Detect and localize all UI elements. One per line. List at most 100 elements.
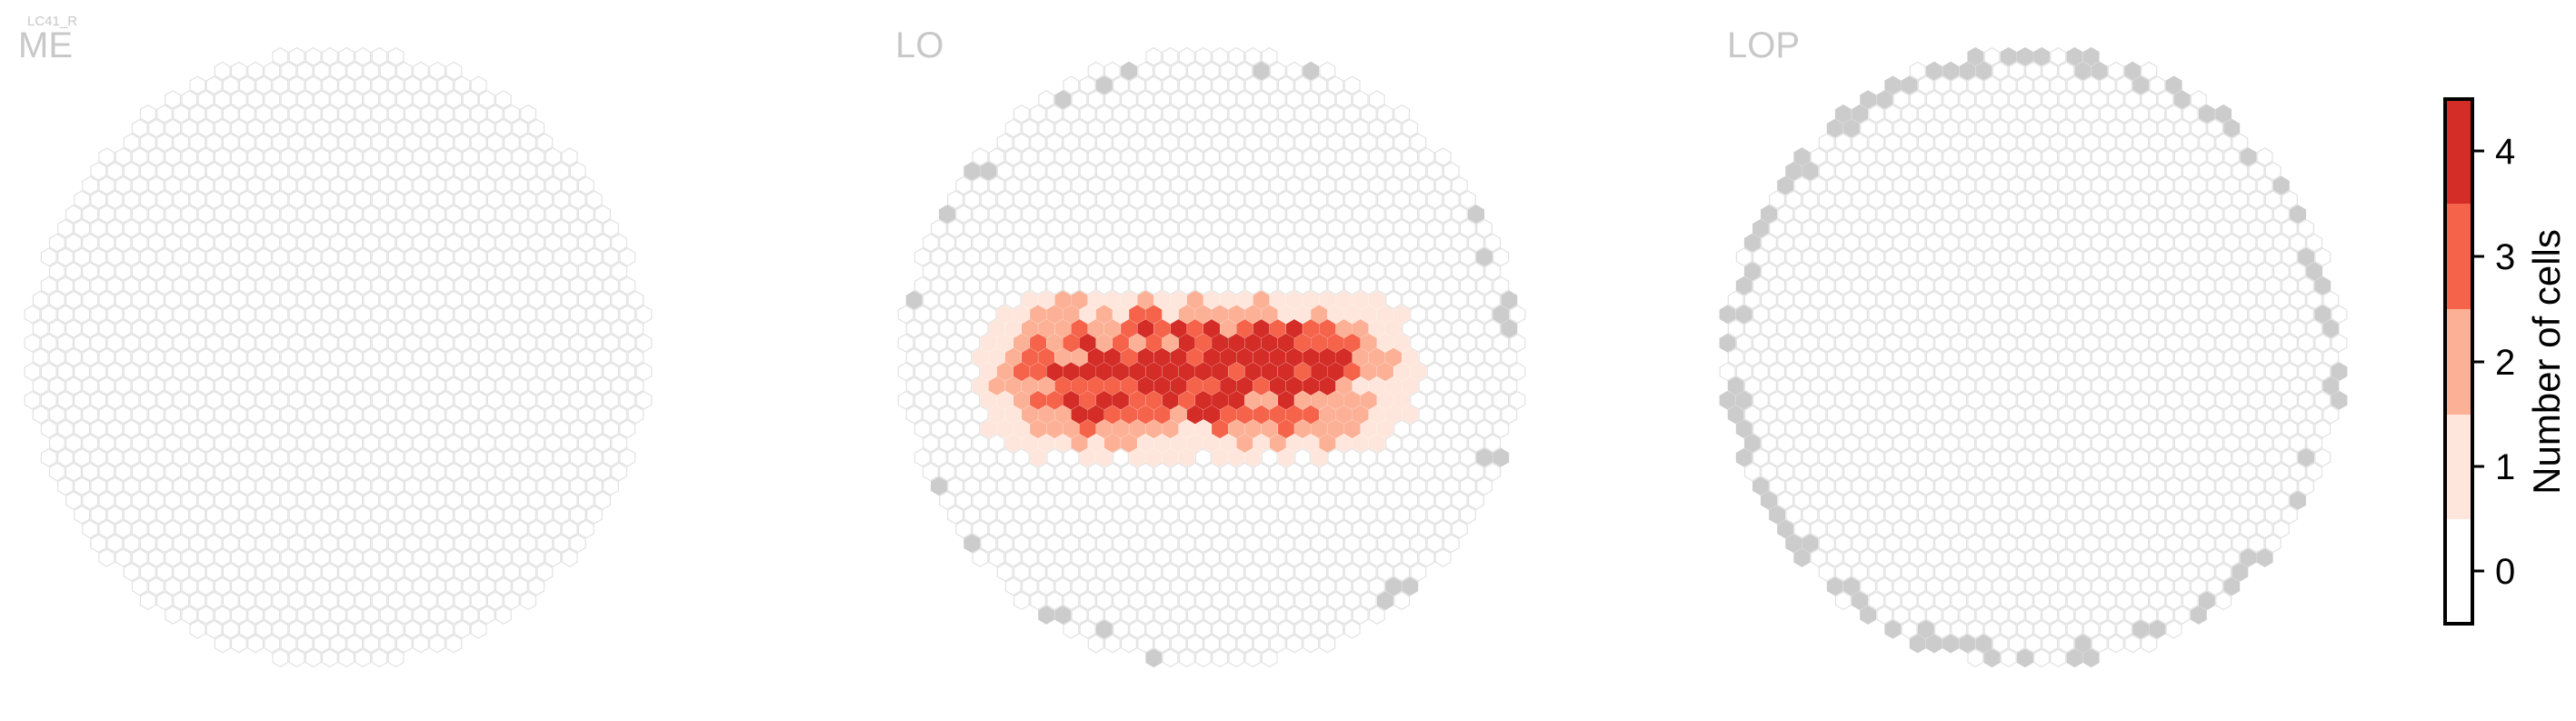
hex-cell — [272, 419, 289, 439]
hex-cell — [1959, 147, 1976, 166]
hex-cell — [1934, 218, 1951, 238]
hex-cell — [520, 333, 537, 353]
hex-cell — [205, 333, 223, 353]
hex-cell — [363, 606, 380, 625]
hex-cell — [1228, 218, 1245, 238]
hex-cell — [1785, 190, 1802, 210]
hex-cell — [2050, 133, 2067, 153]
hex-cell — [1443, 505, 1460, 525]
hex-cell — [1253, 548, 1270, 567]
hex-cell — [1112, 562, 1129, 582]
hex-cell — [2058, 118, 2075, 138]
hex-cell — [1311, 275, 1328, 295]
hex-cell-count-2 — [1162, 333, 1179, 353]
hex-cell — [1925, 434, 1942, 453]
hex-cell — [2215, 505, 2232, 525]
hex-cell — [1992, 548, 2009, 567]
hex-cell — [197, 262, 215, 281]
hex-cell — [445, 61, 463, 81]
hex-cell — [280, 118, 297, 138]
hex-cell — [486, 305, 504, 325]
hex-cell — [288, 247, 305, 267]
hex-cell-boundary — [2091, 61, 2108, 81]
hex-cell — [2116, 447, 2132, 467]
hex-cell — [1376, 104, 1393, 124]
hex-cell — [1818, 362, 1835, 382]
hex-cell — [569, 305, 586, 325]
hex-cell — [1269, 118, 1286, 138]
hex-cell — [1852, 562, 1868, 582]
hex-cell — [371, 133, 388, 153]
hex-cell — [1393, 591, 1411, 611]
hex-cell — [1170, 491, 1187, 510]
hex-cell — [1004, 491, 1022, 510]
hex-cell — [189, 247, 206, 267]
hex-cell — [2149, 75, 2166, 95]
hex-cell — [1793, 491, 1811, 510]
hex-cell — [1236, 118, 1253, 138]
hex-cell — [2091, 205, 2108, 224]
hex-cell-count-4 — [1303, 376, 1320, 396]
hex-cell-boundary — [2322, 376, 2340, 396]
hex-cell — [478, 462, 495, 482]
hex-cell — [173, 305, 190, 325]
hex-cell-count-1 — [1352, 290, 1369, 310]
hex-cell — [1335, 205, 1353, 224]
hex-cell — [1983, 591, 2001, 611]
hex-cell — [445, 147, 463, 166]
hex-cell-count-1 — [1162, 305, 1179, 325]
hex-cell — [1975, 606, 1992, 625]
hex-cell — [2132, 419, 2150, 439]
hex-cell — [264, 606, 281, 625]
hex-cell — [520, 447, 537, 467]
hex-cell — [2165, 534, 2182, 554]
hex-cell — [478, 205, 495, 224]
hex-cell — [2099, 305, 2116, 325]
hex-cell — [173, 218, 190, 238]
hex-cell — [1212, 648, 1229, 668]
hex-cell-count-2 — [1360, 390, 1377, 410]
hex-cell — [2000, 390, 2017, 410]
hex-cell — [230, 147, 247, 166]
hex-cell-count-4 — [1170, 319, 1187, 338]
hex-cell — [2008, 606, 2025, 625]
hex-cell — [247, 147, 264, 166]
hex-cell — [24, 390, 41, 410]
hex-cell-count-2 — [1311, 390, 1328, 410]
hex-cell — [1983, 161, 2001, 181]
hex-cell — [2025, 519, 2042, 539]
hex-cell — [1942, 376, 1959, 396]
hex-cell-count-4 — [1203, 319, 1221, 338]
hex-cell — [1967, 75, 1984, 95]
hex-cell — [2306, 376, 2323, 396]
hex-cell — [2248, 419, 2265, 439]
hex-cell — [1368, 262, 1385, 281]
hex-cell — [1129, 534, 1146, 554]
hex-cell — [536, 362, 554, 382]
hex-cell — [2207, 147, 2223, 166]
hex-cell — [486, 190, 504, 210]
hex-cell — [536, 275, 554, 295]
hex-cell — [2248, 247, 2265, 267]
hex-cell — [2240, 376, 2257, 396]
hex-cell — [330, 175, 346, 195]
hex-cell — [421, 275, 437, 295]
hex-cell — [56, 333, 74, 353]
hex-cell — [2050, 46, 2067, 66]
hex-cell — [2033, 362, 2051, 382]
hex-cell — [1212, 247, 1229, 267]
hex-cell — [1934, 190, 1951, 210]
hex-cell — [1046, 275, 1063, 295]
hex-cell — [611, 405, 628, 425]
hex-cell-count-2 — [1319, 405, 1336, 425]
hex-cell — [239, 104, 255, 124]
hex-cell — [1967, 247, 1984, 267]
hex-cell — [544, 548, 562, 567]
hex-cell — [239, 390, 255, 410]
hex-cell — [115, 175, 132, 195]
hex-cell — [1261, 591, 1278, 611]
hex-cell — [585, 305, 603, 325]
hex-cell — [1402, 319, 1419, 338]
hex-cell — [1959, 262, 1976, 281]
hex-cell — [2016, 591, 2033, 611]
